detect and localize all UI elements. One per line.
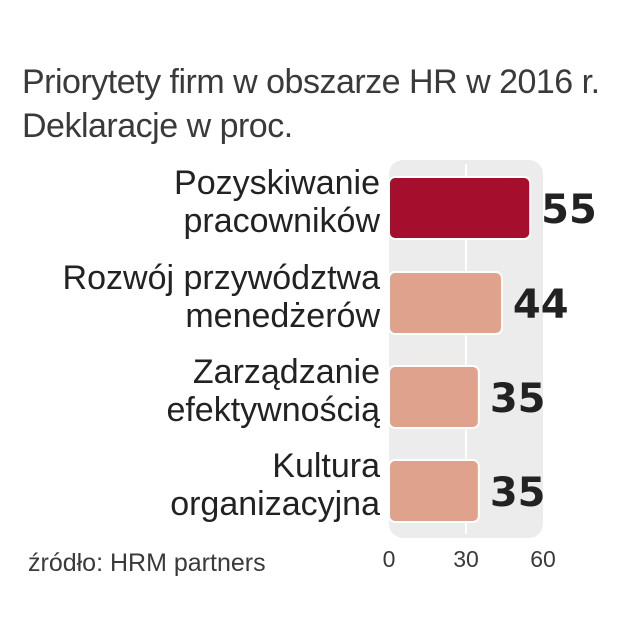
chart-subtitle: Deklaracje w proc. [22, 107, 293, 145]
x-tick-label: 30 [453, 546, 479, 572]
bar [388, 459, 480, 523]
bar [388, 271, 503, 335]
category-label-line: organizacyjna [170, 485, 380, 523]
category-label: Kultura organizacyjna [170, 447, 380, 523]
chart-title: Priorytety firm w obszarze HR w 2016 r. … [22, 60, 600, 148]
category-label-line: pracowników [183, 202, 380, 240]
value-label: 44 [513, 282, 569, 328]
category-label-line: menedżerów [185, 297, 380, 335]
source-note: źródło: HRM partners [28, 549, 266, 577]
category-label-line: Kultura [272, 447, 380, 485]
x-tick-label: 60 [530, 546, 556, 572]
x-tick-label: 0 [383, 546, 396, 572]
bar [388, 365, 480, 429]
category-label-line: efektywnością [166, 391, 380, 429]
category-label: Zarządzanie efektywnością [166, 353, 380, 429]
bar [388, 176, 532, 240]
category-label: Pozyskiwanie pracowników [174, 164, 380, 240]
value-label: 35 [490, 376, 546, 422]
value-label: 55 [541, 187, 597, 233]
category-label-line: Rozwój przywództwa [63, 259, 381, 297]
category-label-line: Pozyskiwanie [174, 164, 380, 202]
value-label: 35 [490, 470, 546, 516]
category-label: Rozwój przywództwa menedżerów [63, 259, 381, 335]
chart-title-line-1: Priorytety firm w obszarze HR w 2016 r. [22, 63, 600, 101]
category-label-line: Zarządzanie [193, 353, 380, 391]
